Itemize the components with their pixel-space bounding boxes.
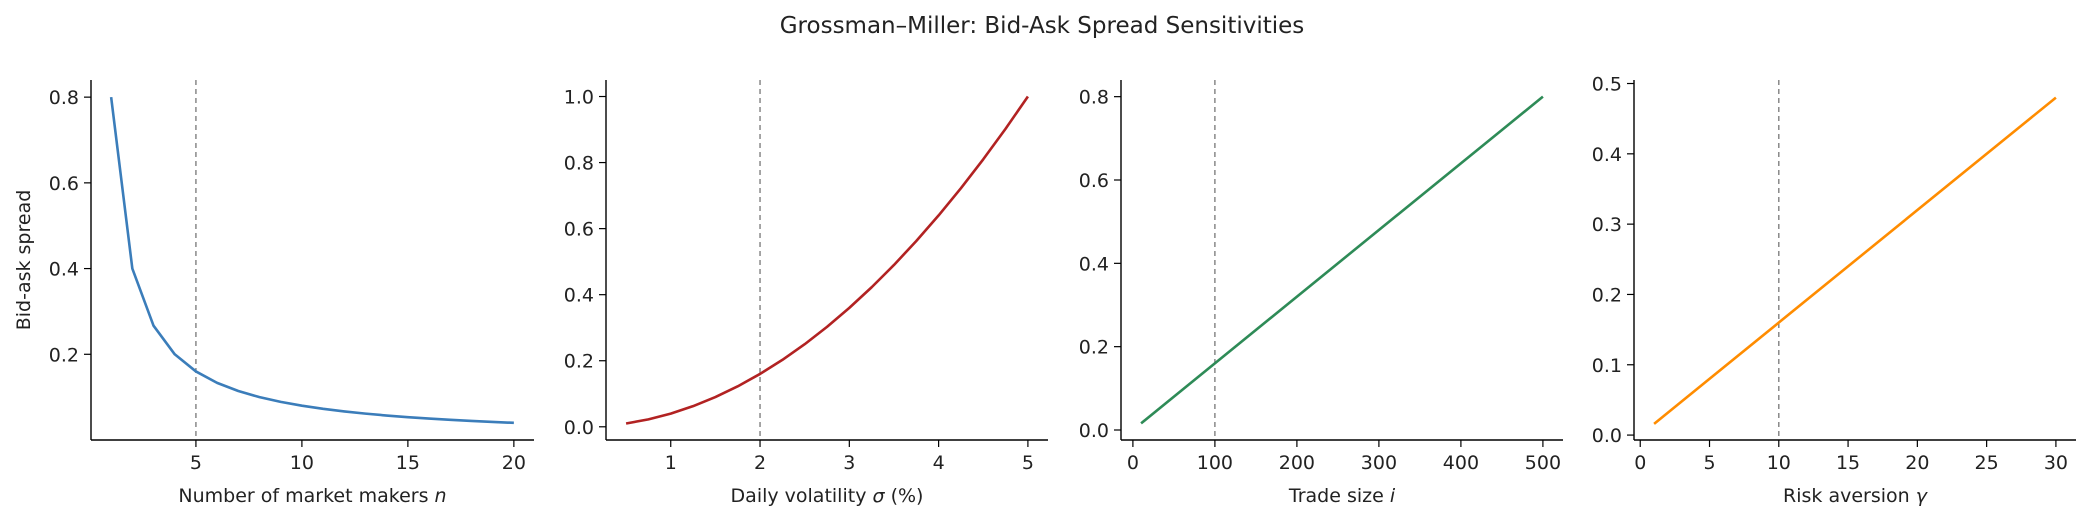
y-tick-label: 0.0 <box>564 417 594 439</box>
x-tick-label: 5 <box>190 452 202 474</box>
x-tick-label: 500 <box>1525 452 1561 474</box>
x-tick-label: 0 <box>1127 452 1139 474</box>
y-tick-label: 0.4 <box>564 285 594 307</box>
y-tick-label: 0.0 <box>1592 425 1622 447</box>
series-line <box>109 96 514 425</box>
series-line <box>625 95 1029 425</box>
x-tick-label: 15 <box>396 452 420 474</box>
x-axis-label: Number of market makers n <box>178 485 446 507</box>
x-tick-label: 3 <box>843 452 855 474</box>
series-line <box>1140 95 1544 425</box>
x-tick-label: 400 <box>1443 452 1479 474</box>
figure-title: Grossman–Miller: Bid-Ask Spread Sensitiv… <box>780 13 1305 39</box>
x-axis-label: Risk aversion γ <box>1783 485 1929 507</box>
x-tick-label: 300 <box>1361 452 1397 474</box>
y-axis-label: Bid-ask spread <box>13 190 35 331</box>
y-tick-label: 1.0 <box>564 87 594 109</box>
y-tick-label: 0.5 <box>1592 74 1622 96</box>
x-tick-label: 15 <box>1836 452 1860 474</box>
x-tick-label: 200 <box>1279 452 1315 474</box>
chart-panel-1: 5 10 15 20 0.2 0.4 0.6 0.8 Number of market make… <box>13 80 534 507</box>
y-tick-label: 0.8 <box>1079 87 1109 109</box>
x-axis-label: Trade size i <box>1288 485 1396 507</box>
x-tick-label: 20 <box>1905 452 1929 474</box>
x-axis-label: Daily volatility σ (%) <box>731 485 924 507</box>
y-tick-label: 0.6 <box>49 173 79 195</box>
y-tick-label: 0.2 <box>1592 284 1622 306</box>
chart-panel-2: 1 2 3 4 5 0.0 0.2 0.4 0.6 0.8 1.0 Daily volatility … <box>564 80 1048 507</box>
x-tick-label: 2 <box>754 452 766 474</box>
x-tick-label: 20 <box>502 452 526 474</box>
y-tick-label: 0.8 <box>564 153 594 175</box>
chart-panel-4: 0 5 10 15 20 25 30 0.0 0.1 0.2 0.3 0.4 0.5 Risk avers… <box>1592 74 2076 507</box>
chart-panel-3: 0 100 200 300 400 500 0.0 0.2 0.4 0.6 0.8 Trade siz… <box>1079 80 1563 507</box>
y-tick-label: 0.3 <box>1592 214 1622 236</box>
x-tick-label: 10 <box>290 452 314 474</box>
x-tick-label: 4 <box>933 452 945 474</box>
x-tick-label: 30 <box>2044 452 2068 474</box>
y-tick-label: 0.4 <box>1592 144 1622 166</box>
x-tick-label: 5 <box>1703 452 1715 474</box>
x-tick-label: 100 <box>1197 452 1233 474</box>
y-tick-label: 0.2 <box>49 344 79 366</box>
x-tick-label: 5 <box>1022 452 1034 474</box>
x-tick-label: 10 <box>1767 452 1791 474</box>
y-tick-label: 0.1 <box>1592 355 1622 377</box>
y-tick-label: 0.4 <box>1079 253 1109 275</box>
y-tick-label: 0.8 <box>49 87 79 109</box>
y-tick-label: 0.2 <box>1079 337 1109 359</box>
x-tick-label: 0 <box>1634 452 1646 474</box>
y-tick-label: 0.4 <box>49 259 79 281</box>
y-tick-label: 0.2 <box>564 351 594 373</box>
y-tick-label: 0.6 <box>1079 170 1109 192</box>
series-line <box>1653 96 2057 425</box>
y-tick-label: 0.0 <box>1079 420 1109 442</box>
x-tick-label: 25 <box>1975 452 1999 474</box>
y-tick-label: 0.6 <box>564 219 594 241</box>
x-tick-label: 1 <box>665 452 677 474</box>
